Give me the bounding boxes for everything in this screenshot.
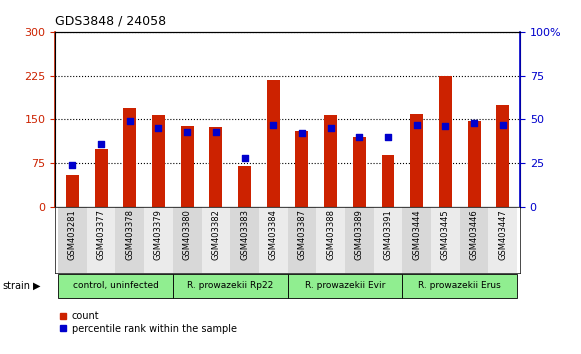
FancyBboxPatch shape <box>374 207 403 273</box>
Text: GSM403378: GSM403378 <box>125 209 134 260</box>
Bar <box>468 121 480 207</box>
FancyBboxPatch shape <box>460 207 489 273</box>
Bar <box>353 137 366 207</box>
Legend: count, percentile rank within the sample: count, percentile rank within the sample <box>60 311 236 333</box>
Point <box>68 162 77 168</box>
Point <box>240 155 249 161</box>
Text: GSM403281: GSM403281 <box>68 209 77 260</box>
Text: GSM403447: GSM403447 <box>498 209 507 260</box>
Point <box>154 125 163 131</box>
FancyBboxPatch shape <box>403 207 431 273</box>
Point <box>268 122 278 127</box>
Bar <box>209 127 223 207</box>
Text: R. prowazekii Evir: R. prowazekii Evir <box>305 281 385 290</box>
Point <box>412 122 421 127</box>
Text: R. prowazekii Erus: R. prowazekii Erus <box>418 281 501 290</box>
Text: GSM403384: GSM403384 <box>269 209 278 260</box>
Text: GSM403445: GSM403445 <box>441 209 450 260</box>
Bar <box>382 154 394 207</box>
FancyBboxPatch shape <box>144 207 173 273</box>
FancyBboxPatch shape <box>345 207 374 273</box>
Point <box>182 129 192 135</box>
Text: GSM403383: GSM403383 <box>240 209 249 260</box>
Bar <box>267 80 279 207</box>
FancyBboxPatch shape <box>173 274 288 298</box>
Text: GSM403446: GSM403446 <box>469 209 479 260</box>
Bar <box>181 126 193 207</box>
FancyBboxPatch shape <box>116 207 144 273</box>
FancyBboxPatch shape <box>489 207 517 273</box>
Bar <box>152 115 165 207</box>
Bar <box>123 108 137 207</box>
Text: GSM403391: GSM403391 <box>383 209 393 260</box>
Point <box>383 134 393 140</box>
Text: GSM403387: GSM403387 <box>297 209 306 260</box>
Bar <box>410 114 423 207</box>
FancyBboxPatch shape <box>259 207 288 273</box>
Text: R. prowazekii Rp22: R. prowazekii Rp22 <box>187 281 273 290</box>
FancyBboxPatch shape <box>288 274 403 298</box>
Bar <box>496 105 509 207</box>
Text: GSM403389: GSM403389 <box>355 209 364 260</box>
Text: ▶: ▶ <box>33 281 40 291</box>
Bar <box>439 76 452 207</box>
Point <box>354 134 364 140</box>
FancyBboxPatch shape <box>58 274 173 298</box>
Bar <box>238 166 251 207</box>
Text: GSM403388: GSM403388 <box>326 209 335 260</box>
Bar <box>95 149 107 207</box>
Bar <box>296 131 309 207</box>
Point <box>498 122 507 127</box>
Point <box>211 129 221 135</box>
Bar <box>66 175 79 207</box>
FancyBboxPatch shape <box>316 207 345 273</box>
Text: strain: strain <box>3 281 31 291</box>
FancyBboxPatch shape <box>58 207 87 273</box>
Bar <box>324 115 337 207</box>
FancyBboxPatch shape <box>403 274 517 298</box>
FancyBboxPatch shape <box>230 207 259 273</box>
FancyBboxPatch shape <box>173 207 202 273</box>
Text: GSM403379: GSM403379 <box>154 209 163 260</box>
Text: control, uninfected: control, uninfected <box>73 281 159 290</box>
Point <box>441 124 450 129</box>
Point <box>469 120 479 126</box>
FancyBboxPatch shape <box>202 207 230 273</box>
FancyBboxPatch shape <box>288 207 316 273</box>
Text: GSM403377: GSM403377 <box>96 209 106 260</box>
FancyBboxPatch shape <box>87 207 116 273</box>
Text: GDS3848 / 24058: GDS3848 / 24058 <box>55 14 166 27</box>
Point <box>125 118 134 124</box>
Text: GSM403444: GSM403444 <box>412 209 421 260</box>
FancyBboxPatch shape <box>431 207 460 273</box>
Point <box>297 131 307 136</box>
Point <box>326 125 335 131</box>
Text: GSM403380: GSM403380 <box>182 209 192 260</box>
Text: GSM403382: GSM403382 <box>211 209 220 260</box>
Point <box>96 141 106 147</box>
